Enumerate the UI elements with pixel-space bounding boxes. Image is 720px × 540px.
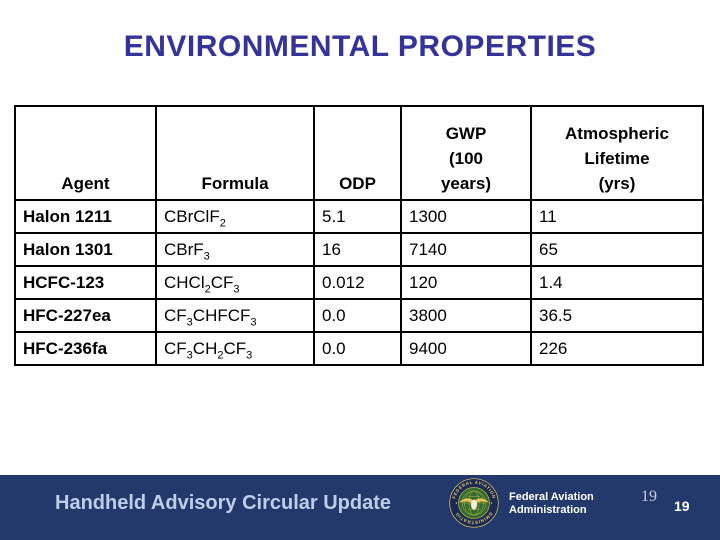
page-number-light: 19 xyxy=(641,488,657,505)
gwp-cell: 7140 xyxy=(400,232,532,267)
odp-cell: 16 xyxy=(313,232,402,267)
lifetime-cell: 65 xyxy=(530,232,704,267)
odp-cell: 0.012 xyxy=(313,265,402,300)
table-row: Halon 1211 CBrClF2 5.1 1300 11 xyxy=(14,199,704,234)
footer-bar: Handheld Advisory Circular Update FEDERA… xyxy=(0,475,720,540)
gwp-cell: 3800 xyxy=(400,298,532,333)
table-row: HFC-236fa CF3CH2CF3 0.0 9400 226 xyxy=(14,331,704,366)
lifetime-cell: 226 xyxy=(530,331,704,366)
footer-org-name: Federal Aviation Administration xyxy=(509,491,594,516)
table-row: Halon 1301 CBrF3 16 7140 65 xyxy=(14,232,704,267)
odp-cell: 5.1 xyxy=(313,199,402,234)
gwp-cell: 1300 xyxy=(400,199,532,234)
formula-cell: CBrF3 xyxy=(155,232,315,267)
lifetime-cell: 36.5 xyxy=(530,298,704,333)
odp-cell: 0.0 xyxy=(313,331,402,366)
slide-title: ENVIRONMENTAL PROPERTIES xyxy=(123,30,597,63)
formula-cell: CHCl2CF3 xyxy=(155,265,315,300)
table-body: Halon 1211 CBrClF2 5.1 1300 11 Halon 1301 CBrF… xyxy=(14,199,704,366)
environmental-properties-table: Agent Formula ODP GWP (100 years) Atmosp… xyxy=(14,105,704,366)
agent-cell: Halon 1301 xyxy=(14,232,157,267)
formula-cell: CF3CHFCF3 xyxy=(155,298,315,333)
agent-cell: Halon 1211 xyxy=(14,199,157,234)
col-header-lifetime: Atmospheric Lifetime (yrs) xyxy=(530,105,704,201)
lifetime-cell: 1.4 xyxy=(530,265,704,300)
page-number-badge: 19 xyxy=(674,498,690,514)
gwp-cell: 120 xyxy=(400,265,532,300)
formula-cell: CBrClF2 xyxy=(155,199,315,234)
table-header: Agent Formula ODP GWP (100 years) Atmosp… xyxy=(14,105,704,201)
col-header-formula: Formula xyxy=(155,105,315,201)
agent-cell: HCFC-123 xyxy=(14,265,157,300)
agent-cell: HFC-236fa xyxy=(14,331,157,366)
footer-presentation-title: Handheld Advisory Circular Update xyxy=(55,492,391,514)
header-row: Agent Formula ODP GWP (100 years) Atmosp… xyxy=(14,105,704,201)
formula-cell: CF3CH2CF3 xyxy=(155,331,315,366)
lifetime-cell: 11 xyxy=(530,199,704,234)
agent-cell: HFC-227ea xyxy=(14,298,157,333)
gwp-cell: 9400 xyxy=(400,331,532,366)
col-header-agent: Agent xyxy=(14,105,157,201)
col-header-gwp: GWP (100 years) xyxy=(400,105,532,201)
faa-seal-icon: FEDERAL AVIATION ADMINISTRATION xyxy=(449,478,499,528)
table-row: HFC-227ea CF3CHFCF3 0.0 3800 36.5 xyxy=(14,298,704,333)
odp-cell: 0.0 xyxy=(313,298,402,333)
col-header-odp: ODP xyxy=(313,105,402,201)
table-row: HCFC-123 CHCl2CF3 0.012 120 1.4 xyxy=(14,265,704,300)
seal-shield xyxy=(470,499,478,511)
